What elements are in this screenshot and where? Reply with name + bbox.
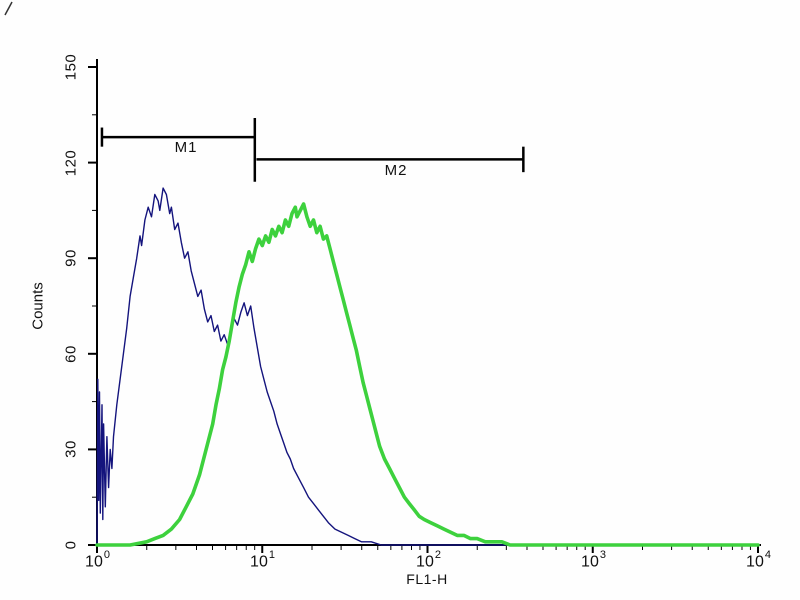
x-tick-label-1e4: 104 [746, 549, 771, 571]
curve-control-blue [96, 187, 759, 546]
corner-artifact [4, 1, 13, 16]
gate-label-m1: M1 [174, 139, 198, 156]
x-tick-label-1e0: 100 [85, 549, 110, 571]
x-tick-label-1e3: 103 [581, 549, 606, 571]
y-tick-label-90: 90 [62, 249, 80, 267]
y-tick-label-30: 30 [62, 440, 80, 458]
curve-stained-green [95, 202, 760, 547]
axes [96, 59, 761, 546]
x-tick-label-1e2: 102 [416, 549, 441, 571]
gate-label-m2: M2 [384, 162, 408, 179]
x-axis-title: FL1-H [406, 571, 448, 587]
y-tick-label-120: 120 [62, 149, 80, 177]
y-tick-label-60: 60 [62, 345, 80, 363]
x-tick-label-1e1: 101 [250, 549, 275, 571]
y-axis-title: Counts [29, 282, 47, 330]
y-tick-label-150: 150 [62, 53, 80, 81]
y-tick-label-0: 0 [62, 540, 80, 550]
